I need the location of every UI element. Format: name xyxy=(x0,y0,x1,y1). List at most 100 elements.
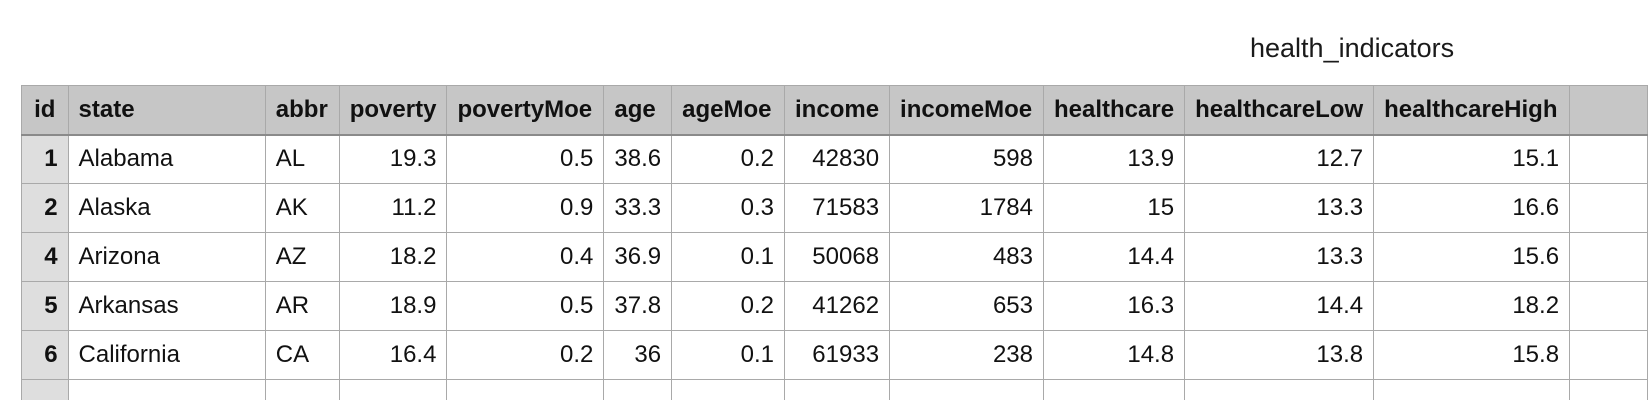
row-id-cell[interactable]: 5 xyxy=(21,281,69,331)
table-cell[interactable]: 36.9 xyxy=(603,232,673,282)
table-row[interactable]: 5 Arkansas AR 18.9 0.5 37.8 0.2 41262 65… xyxy=(21,281,1648,331)
table-cell[interactable]: 19.3 xyxy=(338,134,448,184)
column-header-healthcareHigh[interactable]: healthcareHigh xyxy=(1373,85,1571,136)
table-cell[interactable]: 598 xyxy=(889,134,1044,184)
table-cell[interactable]: 15 xyxy=(1042,183,1186,233)
table-cell[interactable]: 0.1 xyxy=(671,232,786,282)
table-cell[interactable]: 38.6 xyxy=(603,134,673,184)
table-cell[interactable]: 71583 xyxy=(784,183,891,233)
table-cell[interactable]: AL xyxy=(264,134,340,184)
table-cell-overflow[interactable] xyxy=(1569,330,1648,380)
column-header-healthcare[interactable]: healthcare xyxy=(1042,85,1186,136)
table-cell-overflow[interactable] xyxy=(1569,379,1648,400)
table-cell[interactable]: AR xyxy=(264,281,340,331)
table-cell[interactable] xyxy=(889,379,1044,400)
data-table: id state abbr poverty povertyMoe age age… xyxy=(21,85,1648,400)
table-cell[interactable]: Arkansas xyxy=(67,281,266,331)
table-cell[interactable]: 15.1 xyxy=(1373,134,1571,184)
column-header-id[interactable]: id xyxy=(21,85,69,136)
table-cell[interactable]: 18.2 xyxy=(1373,281,1571,331)
table-cell[interactable]: 18.9 xyxy=(338,281,448,331)
table-row[interactable]: 6 California CA 16.4 0.2 36 0.1 61933 23… xyxy=(21,330,1648,380)
table-row[interactable]: 4 Arizona AZ 18.2 0.4 36.9 0.1 50068 483… xyxy=(21,232,1648,282)
table-cell[interactable]: 41262 xyxy=(784,281,891,331)
table-cell[interactable]: 238 xyxy=(889,330,1044,380)
table-cell[interactable]: 36 xyxy=(603,330,673,380)
table-cell[interactable] xyxy=(264,379,340,400)
column-header-povertyMoe[interactable]: povertyMoe xyxy=(446,85,605,136)
table-cell[interactable]: 0.4 xyxy=(446,232,605,282)
table-cell[interactable]: Alaska xyxy=(67,183,266,233)
table-cell[interactable]: 0.2 xyxy=(446,330,605,380)
table-cell[interactable]: California xyxy=(67,330,266,380)
table-cell[interactable]: 16.6 xyxy=(1373,183,1571,233)
table-cell-overflow[interactable] xyxy=(1569,183,1648,233)
table-cell[interactable]: 1784 xyxy=(889,183,1044,233)
column-header-overflow[interactable] xyxy=(1569,85,1648,136)
table-cell-overflow[interactable] xyxy=(1569,134,1648,184)
table-row-partial[interactable] xyxy=(21,379,1648,400)
table-cell[interactable]: 14.4 xyxy=(1042,232,1186,282)
row-id-cell[interactable]: 4 xyxy=(21,232,69,282)
table-cell[interactable]: 42830 xyxy=(784,134,891,184)
table-cell[interactable] xyxy=(446,379,605,400)
table-cell[interactable]: AK xyxy=(264,183,340,233)
table-cell[interactable]: Alabama xyxy=(67,134,266,184)
table-cell[interactable]: 16.3 xyxy=(1042,281,1186,331)
table-cell[interactable]: 0.9 xyxy=(446,183,605,233)
table-row[interactable]: 2 Alaska AK 11.2 0.9 33.3 0.3 71583 1784… xyxy=(21,183,1648,233)
table-cell[interactable] xyxy=(1042,379,1186,400)
column-header-income[interactable]: income xyxy=(784,85,891,136)
column-header-poverty[interactable]: poverty xyxy=(338,85,448,136)
table-cell[interactable]: 13.9 xyxy=(1042,134,1186,184)
data-table-container: id state abbr poverty povertyMoe age age… xyxy=(21,85,1648,400)
table-cell[interactable]: 483 xyxy=(889,232,1044,282)
table-cell-overflow[interactable] xyxy=(1569,281,1648,331)
table-cell[interactable] xyxy=(1373,379,1571,400)
table-cell[interactable]: 13.8 xyxy=(1184,330,1375,380)
column-header-incomeMoe[interactable]: incomeMoe xyxy=(889,85,1044,136)
table-cell[interactable]: 15.8 xyxy=(1373,330,1571,380)
table-cell[interactable]: Arizona xyxy=(67,232,266,282)
table-cell[interactable]: 50068 xyxy=(784,232,891,282)
column-header-healthcareLow[interactable]: healthcareLow xyxy=(1184,85,1375,136)
table-cell[interactable]: 12.7 xyxy=(1184,134,1375,184)
table-cell[interactable]: 18.2 xyxy=(338,232,448,282)
table-cell[interactable]: 0.2 xyxy=(671,281,786,331)
table-row[interactable]: 1 Alabama AL 19.3 0.5 38.6 0.2 42830 598… xyxy=(21,134,1648,184)
table-cell[interactable] xyxy=(784,379,891,400)
table-cell-overflow[interactable] xyxy=(1569,232,1648,282)
row-id-cell[interactable]: 6 xyxy=(21,330,69,380)
table-cell[interactable]: 0.1 xyxy=(671,330,786,380)
table-cell[interactable]: 11.2 xyxy=(338,183,448,233)
table-cell[interactable]: 15.6 xyxy=(1373,232,1571,282)
column-header-state[interactable]: state xyxy=(67,85,266,136)
table-cell[interactable] xyxy=(1184,379,1375,400)
table-cell[interactable]: 14.4 xyxy=(1184,281,1375,331)
table-cell[interactable] xyxy=(67,379,266,400)
table-cell[interactable]: 61933 xyxy=(784,330,891,380)
table-cell[interactable]: 14.8 xyxy=(1042,330,1186,380)
table-cell[interactable] xyxy=(671,379,786,400)
table-cell[interactable]: 0.5 xyxy=(446,281,605,331)
table-cell[interactable]: 33.3 xyxy=(603,183,673,233)
table-cell[interactable]: 13.3 xyxy=(1184,183,1375,233)
row-id-cell[interactable]: 1 xyxy=(21,134,69,184)
table-cell[interactable] xyxy=(338,379,448,400)
table-cell[interactable]: 16.4 xyxy=(338,330,448,380)
table-cell[interactable]: 0.2 xyxy=(671,134,786,184)
table-cell[interactable]: 0.3 xyxy=(671,183,786,233)
table-cell[interactable]: 37.8 xyxy=(603,281,673,331)
column-header-ageMoe[interactable]: ageMoe xyxy=(671,85,786,136)
table-cell[interactable]: 0.5 xyxy=(446,134,605,184)
row-id-cell[interactable]: 2 xyxy=(21,183,69,233)
table-cell[interactable]: 653 xyxy=(889,281,1044,331)
table-cell[interactable]: 13.3 xyxy=(1184,232,1375,282)
sheet-title: health_indicators xyxy=(1250,33,1455,63)
column-header-age[interactable]: age xyxy=(603,85,673,136)
row-id-cell[interactable] xyxy=(21,379,69,400)
column-header-abbr[interactable]: abbr xyxy=(264,85,340,136)
table-cell[interactable]: CA xyxy=(264,330,340,380)
table-cell[interactable] xyxy=(603,379,673,400)
table-cell[interactable]: AZ xyxy=(264,232,340,282)
